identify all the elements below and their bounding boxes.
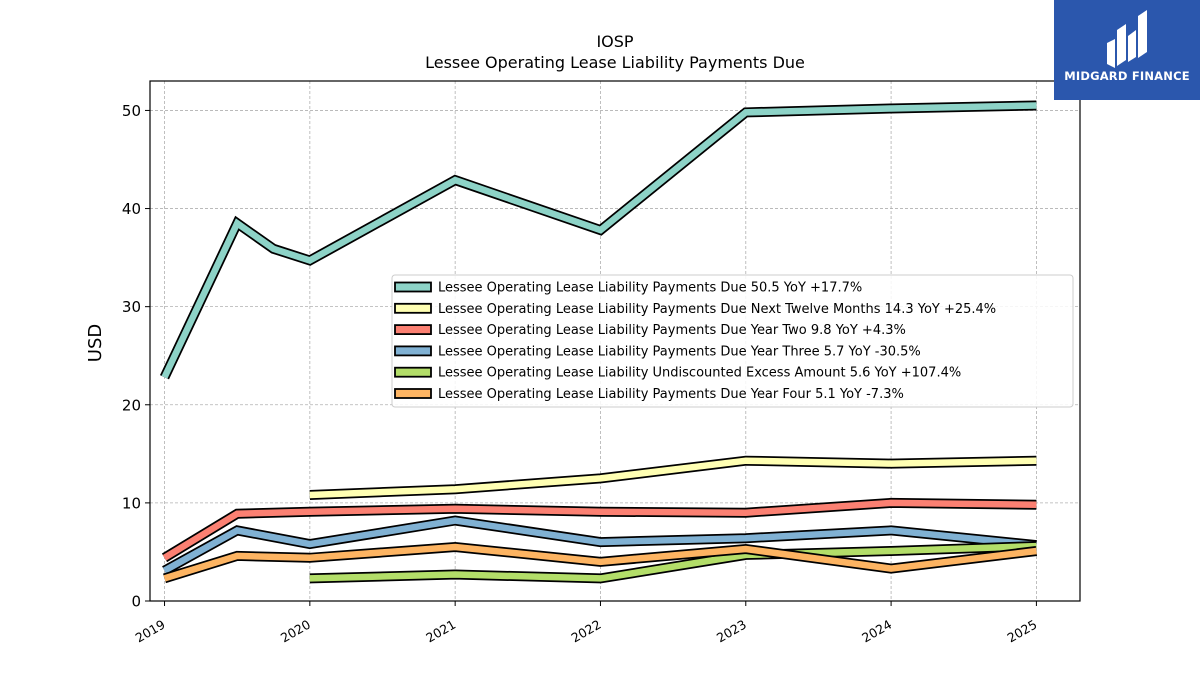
brand-name: MIDGARD FINANCE [1064, 69, 1190, 83]
series-line-4 [309, 542, 1037, 582]
y-tick-label: 20 [122, 396, 141, 414]
x-tick-label: 2020 [278, 617, 313, 646]
x-tick-label: 2024 [859, 617, 894, 646]
legend-label-0: Lessee Operating Lease Liability Payment… [438, 281, 862, 296]
series-line-5 [163, 543, 1037, 582]
x-tick-label: 2023 [714, 617, 749, 646]
chart-subtitle: Lessee Operating Lease Liability Payment… [425, 53, 805, 72]
x-tick-label: 2019 [133, 617, 168, 646]
legend-label-3: Lessee Operating Lease Liability Payment… [438, 344, 921, 359]
y-axis-label: USD [85, 324, 106, 362]
brand-logo: MIDGARD FINANCE [1054, 0, 1200, 100]
y-tick-label: 30 [122, 298, 141, 316]
brand-mark-icon [1107, 10, 1147, 68]
legend-box [391, 274, 1074, 408]
plot-frame [149, 80, 1081, 602]
y-tick-label: 10 [122, 494, 141, 512]
series-line-3 [162, 517, 1037, 574]
legend-label-2: Lessee Operating Lease Liability Payment… [438, 323, 906, 338]
legend-swatch-2 [394, 324, 432, 336]
x-tick-label: 2021 [423, 617, 458, 646]
legend-label-1: Lessee Operating Lease Liability Payment… [438, 302, 996, 317]
y-tick-label: 50 [122, 102, 141, 120]
legend-swatch-3 [394, 345, 432, 357]
y-tick-label: 0 [131, 593, 141, 611]
x-tick-label: 2025 [1004, 617, 1039, 646]
legend-swatch-0 [394, 281, 432, 293]
series-line-1 [309, 457, 1037, 499]
legend-label-5: Lessee Operating Lease Liability Payment… [438, 387, 904, 402]
legend-label-4: Lessee Operating Lease Liability Undisco… [438, 366, 961, 381]
series-line-2 [162, 499, 1037, 561]
y-tick-label: 40 [122, 200, 141, 218]
legend-swatch-4 [394, 366, 432, 378]
chart-title: IOSP [596, 32, 633, 51]
series-line-0 [161, 102, 1037, 379]
legend-swatch-5 [394, 388, 432, 399]
x-tick-label: 2022 [569, 617, 604, 646]
legend-swatch-1 [394, 302, 432, 314]
